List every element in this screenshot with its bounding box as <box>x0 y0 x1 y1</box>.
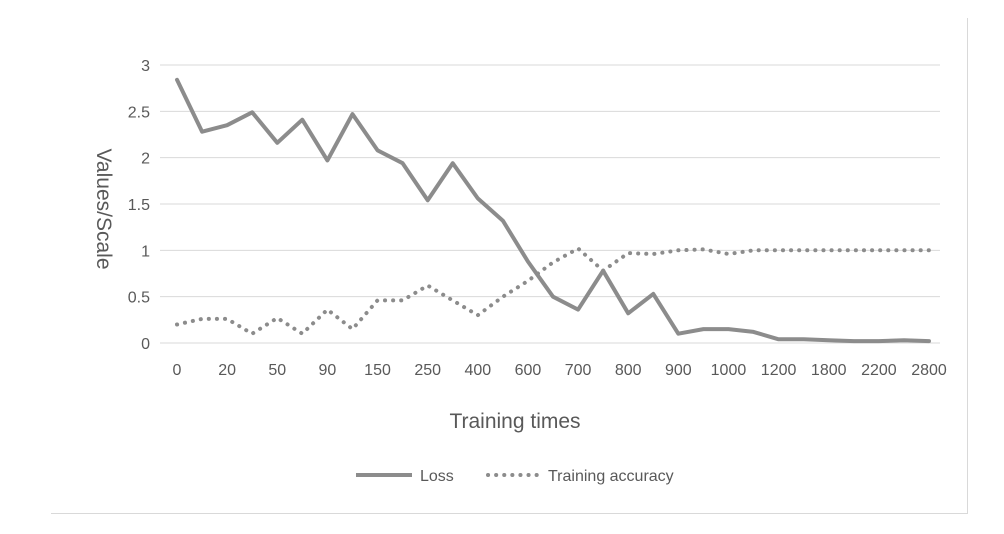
y-tick-label: 0.5 <box>128 290 150 307</box>
chart-frame <box>51 18 968 514</box>
legend: Loss Training accuracy <box>356 468 674 485</box>
x-tick-label: 800 <box>615 362 642 379</box>
gridlines <box>160 64 940 344</box>
series-line-training-accuracy <box>175 246 931 336</box>
x-tick-label: 600 <box>515 362 542 379</box>
y-tick-label: 2 <box>141 151 150 168</box>
x-tick-label: 50 <box>268 362 286 379</box>
y-axis-title: Values/Scale <box>92 148 115 269</box>
x-tick-label: 900 <box>665 362 692 379</box>
x-tick-label: 150 <box>364 362 391 379</box>
y-tick-label: 1.5 <box>128 197 150 214</box>
x-tick-label: 90 <box>319 362 337 379</box>
y-axis-ticks: 0 0.5 1 1.5 2 2.5 3 <box>128 58 150 353</box>
x-tick-label: 1800 <box>811 362 847 379</box>
x-tick-label: 2800 <box>911 362 947 379</box>
legend-label-training-accuracy: Training accuracy <box>548 468 674 485</box>
x-tick-label: 400 <box>464 362 491 379</box>
x-tick-label: 1000 <box>711 362 747 379</box>
x-tick-label: 700 <box>565 362 592 379</box>
x-tick-label: 1200 <box>761 362 797 379</box>
x-tick-label: 20 <box>218 362 236 379</box>
x-tick-label: 0 <box>173 362 182 379</box>
x-axis-ticks: 0 20 50 90 150 250 400 600 700 800 900 1000 1200 1800… <box>173 362 947 379</box>
y-tick-label: 1 <box>141 243 150 260</box>
y-tick-label: 2.5 <box>128 104 150 121</box>
series-line-loss <box>175 77 931 344</box>
x-tick-label: 2200 <box>861 362 897 379</box>
legend-label-loss: Loss <box>420 468 454 485</box>
x-tick-label: 250 <box>414 362 441 379</box>
y-tick-label: 3 <box>141 58 150 75</box>
series-lines <box>175 77 931 344</box>
x-axis-title: Training times <box>449 410 580 433</box>
y-tick-label: 0 <box>141 336 150 353</box>
